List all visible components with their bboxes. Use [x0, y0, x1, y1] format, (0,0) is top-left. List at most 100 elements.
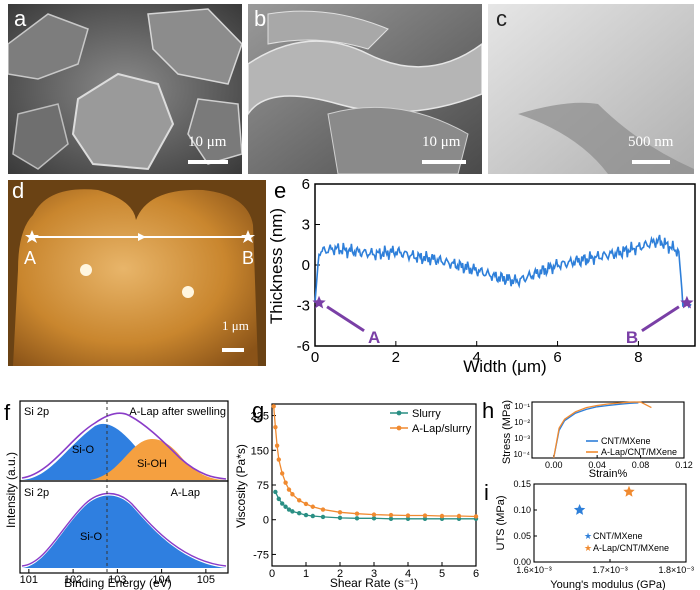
chart-g-legend-alap: A-Lap/slurry — [412, 423, 472, 435]
chart-i-point-0-icon — [573, 504, 586, 515]
chart-f-bottom-sample: A-Lap — [171, 487, 200, 499]
chart-g-point — [271, 404, 276, 409]
chart-h-legend-alap: A-Lap/CNT/MXene — [601, 447, 677, 457]
chart-g-xtick-label: 5 — [439, 568, 445, 580]
chart-i-ytick-label: 0.05 — [513, 531, 531, 541]
chart-g-point — [297, 498, 302, 503]
chart-i-ytick-label: 0.15 — [513, 479, 531, 489]
chart-e-marker-a-icon — [312, 295, 326, 309]
chart-g-point — [371, 516, 377, 521]
chart-g-ylabel: Viscosity (Pa*s) — [234, 444, 248, 528]
chart-g-point — [297, 511, 302, 516]
chart-e-xtick-label: 2 — [392, 349, 400, 366]
scale-bar-c: 500 nm — [628, 134, 684, 164]
sem-a-flakes — [8, 4, 242, 174]
chart-f-top-envelope — [21, 412, 227, 480]
chart-g-point — [337, 510, 343, 515]
chart-i: i UTS (MPa) Young's modulus (GPa) 1.6×10… — [480, 478, 700, 590]
panel-label-d: d — [12, 180, 25, 203]
scale-bar-b: 10 μm — [422, 134, 472, 164]
chart-e-ytick-label: 0 — [302, 257, 310, 274]
chart-e: e Thickness (nm) Width (μm) 0 2 4 6 8 -6 -3 0 3 6… — [268, 176, 700, 376]
chart-h-series-line-0 — [553, 402, 639, 459]
chart-g-point — [310, 513, 315, 519]
chart-h: h Stress (MPa) Strain% 0.00 0.04 0.08 0.12 1… — [480, 398, 700, 478]
chart-i-ylabel: UTS (MPa) — [495, 496, 507, 551]
chart-f-svg: f Si 2p A-Lap after swelling Si-O Si-OH … — [4, 400, 229, 590]
chart-h-series-line-1 — [553, 401, 652, 459]
chart-g-xtick-label: 4 — [405, 568, 411, 580]
tem-image-c: c 500 nm — [488, 4, 694, 174]
chart-f-ylabel: Intensity (a.u.) — [4, 452, 18, 528]
chart-g-point — [310, 504, 315, 509]
chart-g-legend: Slurry A-Lap/slurry — [390, 408, 472, 435]
afm-marker-b: B — [242, 248, 255, 268]
chart-g-point — [337, 515, 343, 521]
chart-f: f Si 2p A-Lap after swelling Si-O Si-OH … — [0, 398, 232, 590]
chart-h-legend: CNT/MXene A-Lap/CNT/MXene — [586, 436, 677, 457]
chart-h-xtick-label: 0.08 — [632, 460, 650, 470]
chart-g: g Viscosity (Pa*s) Shear Rate (s⁻¹) 0 1 2 3… — [232, 398, 480, 590]
chart-e-marker-arrow — [326, 305, 365, 333]
chart-g-point — [290, 509, 295, 514]
chart-i-ytick-label: 0.10 — [513, 505, 531, 515]
tem-c-sheet — [488, 4, 694, 174]
scale-bar-b-text: 10 μm — [422, 134, 461, 150]
panel-label-i: i — [484, 480, 489, 505]
chart-i-svg: i UTS (MPa) Young's modulus (GPa) 1.6×10… — [484, 479, 694, 590]
chart-e-svg: e Thickness (nm) Width (μm) 0 2 4 6 8 -6 -3 0 3 6… — [268, 176, 696, 376]
chart-g-point — [276, 457, 281, 462]
chart-i-legend-cnt: CNT/MXene — [593, 531, 643, 541]
chart-g-point — [280, 501, 285, 506]
chart-g-point — [354, 516, 360, 521]
chart-e-ytick-label: 3 — [302, 217, 310, 234]
chart-f-top-peak-sio — [22, 423, 226, 480]
chart-g-point — [354, 511, 360, 516]
sem-b-sheet — [248, 4, 482, 174]
chart-g-point — [280, 471, 285, 476]
panel-label-f: f — [4, 400, 11, 425]
chart-g-point — [473, 514, 479, 519]
chart-f-top-peak-label-sio: Si-O — [72, 444, 94, 456]
chart-g-ytick-label: 75 — [257, 480, 269, 492]
chart-h-ytick-label: 10⁻² — [514, 418, 530, 427]
chart-f-xlabel: Binding Energy (eV) — [64, 576, 171, 590]
chart-i-xtick-label: 1.6×10⁻³ — [516, 565, 552, 575]
sem-image-b: b 10 μm — [248, 4, 482, 174]
afm-d-topography — [8, 180, 266, 366]
chart-f-xtick-label: 105 — [197, 574, 215, 586]
chart-h-ytick-label: 10⁻⁴ — [513, 450, 530, 459]
chart-g-legend-slurry: Slurry — [412, 408, 441, 420]
chart-h-svg: h Stress (MPa) Strain% 0.00 0.04 0.08 0.12 1… — [482, 398, 693, 478]
scale-bar-d-text: 1 μm — [222, 318, 249, 333]
chart-g-point — [405, 513, 411, 518]
chart-i-xlabel: Young's modulus (GPa) — [550, 579, 665, 590]
panel-label-b: b — [254, 6, 267, 31]
chart-i-legend-alap: A-Lap/CNT/MXene — [593, 543, 669, 553]
chart-i-legend: ★ CNT/MXene ★ A-Lap/CNT/MXene — [584, 531, 669, 553]
chart-g-ytick-label: 225 — [251, 411, 269, 423]
chart-g-point — [439, 513, 445, 519]
afm-marker-a: A — [24, 248, 37, 268]
chart-f-top-sample: A-Lap after swelling — [129, 406, 226, 418]
chart-g-point — [303, 512, 309, 518]
chart-g-xtick-label: 2 — [337, 568, 343, 580]
chart-g-point — [286, 507, 292, 512]
chart-h-xtick-label: 0.12 — [675, 460, 693, 470]
chart-g-point — [422, 513, 428, 518]
chart-g-point — [422, 516, 428, 521]
chart-h-legend-cnt: CNT/MXene — [601, 436, 651, 446]
chart-h-xlabel: Strain% — [589, 468, 628, 478]
chart-g-svg: g Viscosity (Pa*s) Shear Rate (s⁻¹) 0 1 2 3… — [234, 398, 479, 590]
chart-g-point — [405, 516, 411, 521]
chart-g-point — [320, 507, 326, 512]
chart-g-point — [371, 512, 377, 517]
chart-g-point — [283, 504, 288, 509]
chart-g-point — [388, 516, 394, 521]
chart-f-xtick-label: 104 — [152, 574, 170, 586]
scale-bar-d: 1 μm — [222, 318, 262, 352]
chart-e-marker-label: B — [626, 328, 638, 347]
chart-f-bottom-frame — [19, 480, 229, 574]
chart-g-point — [290, 492, 295, 497]
chart-h-ytick-label: 10⁻¹ — [514, 402, 530, 411]
